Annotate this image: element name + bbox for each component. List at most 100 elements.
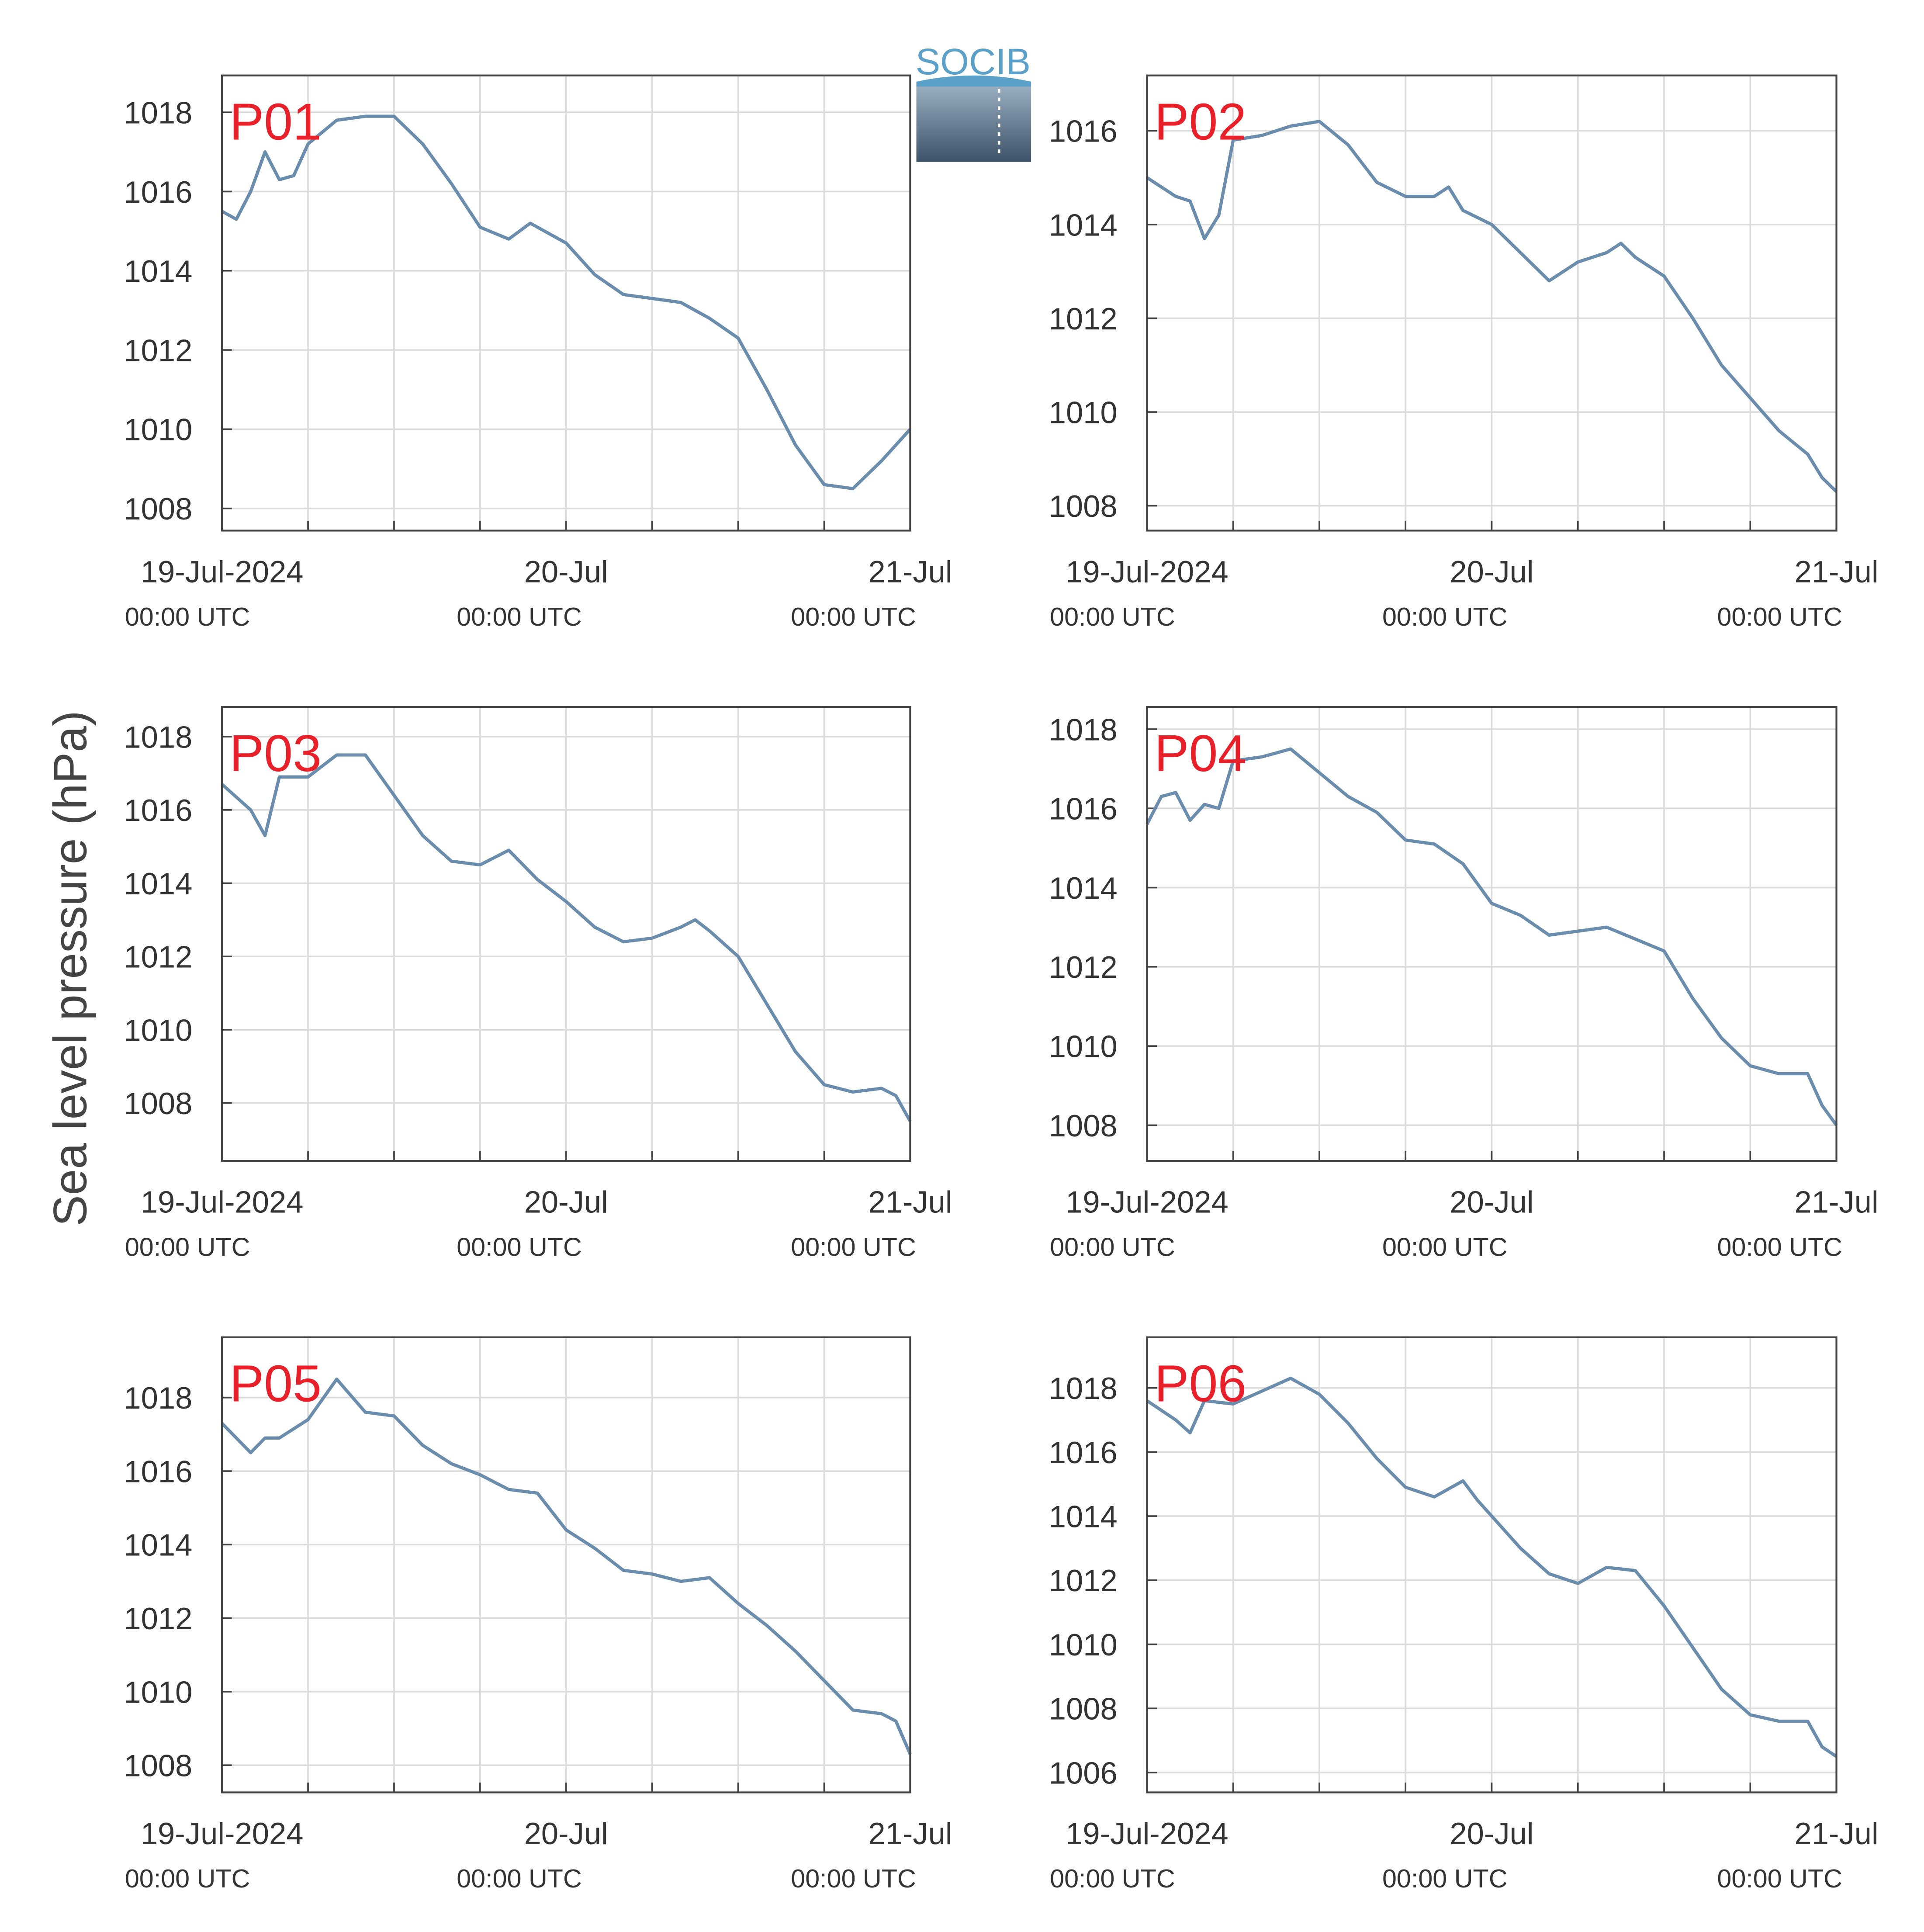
y-tick-label: 1010 — [1049, 1627, 1118, 1662]
y-tick-label: 1018 — [124, 95, 192, 130]
y-tick-label: 1018 — [1049, 712, 1118, 747]
plot-frame — [221, 706, 911, 1162]
data-line — [221, 753, 912, 1122]
y-tick-label: 1014 — [1049, 208, 1118, 242]
plot-frame — [1146, 74, 1837, 532]
x-tick-sublabel: 00:00 UTC — [125, 1864, 250, 1893]
y-tick-label: 1008 — [124, 1086, 192, 1121]
y-tick-label: 1008 — [1049, 489, 1118, 523]
x-tick-sublabel: 00:00 UTC — [1717, 1864, 1842, 1893]
logo-box — [916, 81, 1031, 162]
panel-title: P04 — [1154, 725, 1246, 782]
y-axis-label: Sea level pressure (hPa) — [44, 710, 97, 1226]
x-tick-label: 19-Jul-2024 — [141, 1816, 304, 1851]
y-tick-label: 1010 — [124, 1013, 192, 1047]
x-tick-label: 20-Jul — [1450, 1816, 1533, 1851]
panel: 1006 1008 1010 1012 1014 1016 1018 19-Jul-2024 0… — [1049, 1336, 1879, 1893]
data-line — [1145, 747, 1838, 1126]
y-tick-label: 1012 — [124, 1601, 192, 1636]
y-tick-label: 1012 — [124, 940, 192, 974]
data-line — [1146, 1376, 1837, 1758]
data-line — [221, 1378, 912, 1755]
y-tick-label: 1014 — [1049, 1499, 1118, 1534]
x-tick-sublabel: 00:00 UTC — [457, 1232, 582, 1261]
y-tick-label: 1012 — [1049, 301, 1118, 336]
x-tick-label: 21-Jul — [868, 1185, 952, 1219]
y-tick-label: 1008 — [1049, 1108, 1118, 1143]
data-line — [1146, 120, 1838, 493]
y-tick-label: 1016 — [1049, 114, 1118, 149]
x-tick-label: 20-Jul — [524, 1816, 608, 1851]
x-tick-label: 19-Jul-2024 — [141, 554, 304, 589]
x-tick-label: 20-Jul — [1450, 554, 1533, 589]
x-tick-sublabel: 00:00 UTC — [125, 1232, 250, 1261]
x-tick-sublabel: 00:00 UTC — [1717, 602, 1842, 631]
x-tick-label: 21-Jul — [868, 554, 952, 589]
x-tick-sublabel: 00:00 UTC — [1382, 1232, 1508, 1261]
x-tick-label: 21-Jul — [1794, 1185, 1878, 1219]
panel: 1008 1010 1012 1014 1016 1018 19-Jul-2024 00:00… — [124, 1336, 952, 1893]
y-tick-label: 1018 — [124, 720, 192, 754]
x-tick-sublabel: 00:00 UTC — [125, 602, 250, 631]
y-tick-label: 1016 — [124, 1454, 192, 1489]
y-tick-label: 1010 — [1049, 395, 1118, 429]
x-tick-label: 20-Jul — [1450, 1185, 1533, 1219]
y-tick-label: 1016 — [1049, 1435, 1118, 1470]
x-tick-label: 19-Jul-2024 — [1066, 1816, 1228, 1851]
x-tick-sublabel: 00:00 UTC — [1050, 1864, 1175, 1893]
logo-text: SOCIB — [916, 41, 1031, 82]
plot-frame — [221, 74, 911, 532]
x-tick-sublabel: 00:00 UTC — [1382, 602, 1508, 631]
y-tick-label: 1008 — [124, 1748, 192, 1783]
x-tick-sublabel: 00:00 UTC — [791, 602, 916, 631]
y-tick-label: 1008 — [1049, 1692, 1118, 1726]
panel: 1008 1010 1012 1014 1016 1018 19-Jul-2024 00:00… — [124, 74, 952, 631]
panel-title: P03 — [229, 725, 322, 782]
x-tick-label: 19-Jul-2024 — [1066, 1185, 1228, 1219]
x-tick-label: 20-Jul — [524, 1185, 608, 1219]
y-tick-label: 1014 — [124, 866, 192, 901]
y-tick-label: 1008 — [124, 492, 192, 526]
x-tick-label: 19-Jul-2024 — [141, 1185, 304, 1219]
panel-title: P05 — [229, 1355, 322, 1413]
x-tick-label: 20-Jul — [524, 554, 608, 589]
panel-title: P02 — [1154, 93, 1246, 151]
data-line — [221, 114, 912, 491]
plot-frame — [221, 1336, 911, 1794]
y-tick-label: 1010 — [1049, 1029, 1118, 1064]
x-tick-sublabel: 00:00 UTC — [1050, 602, 1175, 631]
panel: 1008 1010 1012 1014 1016 1018 19-Jul-2024 00:00… — [124, 706, 952, 1261]
panel: 1008 1010 1012 1014 1016 1018 19-Jul-2024 00:00… — [1049, 706, 1879, 1261]
x-tick-label: 19-Jul-2024 — [1066, 554, 1228, 589]
y-tick-label: 1010 — [124, 412, 192, 447]
x-tick-label: 21-Jul — [1794, 1816, 1878, 1851]
y-tick-label: 1018 — [124, 1381, 192, 1415]
y-tick-label: 1016 — [1049, 792, 1118, 826]
x-tick-label: 21-Jul — [868, 1816, 952, 1851]
x-tick-sublabel: 00:00 UTC — [1382, 1864, 1508, 1893]
y-tick-label: 1012 — [124, 333, 192, 367]
x-tick-sublabel: 00:00 UTC — [791, 1864, 916, 1893]
logo-wave — [916, 75, 1031, 87]
y-tick-label: 1014 — [124, 1528, 192, 1562]
panel-title: P01 — [229, 93, 322, 151]
y-tick-label: 1016 — [124, 793, 192, 828]
x-tick-sublabel: 00:00 UTC — [1717, 1232, 1842, 1261]
y-tick-label: 1014 — [1049, 871, 1118, 905]
y-tick-label: 1018 — [1049, 1371, 1118, 1406]
plot-frame — [1146, 706, 1837, 1162]
y-tick-label: 1012 — [1049, 950, 1118, 984]
plot-frame — [1146, 1336, 1837, 1794]
panel-title: P06 — [1154, 1355, 1246, 1413]
x-tick-sublabel: 00:00 UTC — [457, 602, 582, 631]
y-tick-label: 1010 — [124, 1675, 192, 1709]
logo: SOCIB — [916, 41, 1031, 162]
x-tick-label: 21-Jul — [1794, 554, 1878, 589]
y-tick-label: 1016 — [124, 175, 192, 209]
x-tick-sublabel: 00:00 UTC — [1050, 1232, 1175, 1261]
y-tick-label: 1006 — [1049, 1755, 1118, 1790]
x-tick-sublabel: 00:00 UTC — [457, 1864, 582, 1893]
y-tick-label: 1012 — [1049, 1563, 1118, 1598]
y-tick-label: 1014 — [124, 254, 192, 288]
